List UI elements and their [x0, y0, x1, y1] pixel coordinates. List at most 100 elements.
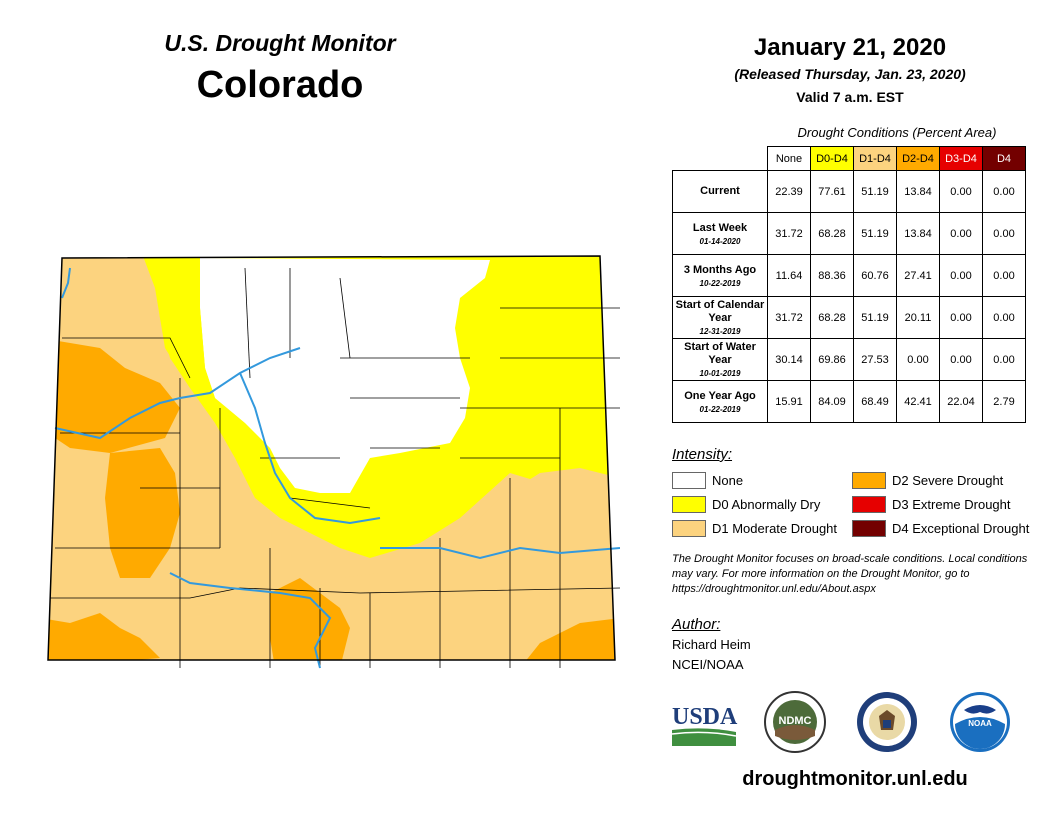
table-header-row: None D0-D4 D1-D4 D2-D4 D3-D4 D4: [673, 146, 1026, 171]
colorado-drought-map: [47, 255, 620, 669]
table-cell: 13.84: [896, 170, 940, 213]
row-label: Start of Water Year 10-01-2019: [672, 338, 768, 381]
table-row: 3 Months Ago 10-22-2019 11.64 88.36 60.76…: [672, 254, 1026, 297]
commerce-seal-icon: [857, 692, 917, 752]
legend-item-none: None: [672, 472, 743, 489]
usda-logo: USDA: [671, 704, 738, 746]
table-cell: 15.91: [767, 380, 811, 423]
legend-swatch: [672, 496, 706, 513]
header-blank-cell: [673, 147, 768, 171]
table-cell: 2.79: [982, 380, 1026, 423]
legend-label: D4 Exceptional Drought: [892, 521, 1030, 536]
legend-label: None: [712, 473, 744, 488]
table-cell: 0.00: [982, 254, 1026, 297]
state-title: Colorado: [196, 64, 364, 106]
legend-item-d4: D4 Exceptional Drought: [852, 520, 1029, 537]
conditions-caption: Drought Conditions (Percent Area): [797, 125, 997, 140]
legend-swatch: [672, 520, 706, 537]
table-cell: 0.00: [982, 170, 1026, 213]
table-cell: 13.84: [896, 212, 940, 255]
table-row: Start of Calendar Year 12-31-2019 31.72 6…: [672, 296, 1026, 339]
col-d0-d4: D0-D4: [810, 146, 854, 171]
state-border: [47, 255, 616, 661]
table-cell: 0.00: [896, 338, 940, 381]
author-title: Author:: [672, 616, 721, 633]
legend-title: Intensity:: [672, 446, 733, 463]
map-date: January 21, 2020: [753, 34, 947, 61]
legend-label: D2 Severe Drought: [892, 473, 1004, 488]
row-label: Start of Calendar Year 12-31-2019: [672, 296, 768, 339]
d2-region-west: [105, 448, 180, 578]
drought-conditions-table: None D0-D4 D1-D4 D2-D4 D3-D4 D4 Current …: [672, 146, 1026, 423]
table-cell: 22.04: [939, 380, 983, 423]
table-cell: 31.72: [767, 296, 811, 339]
noaa-logo-text: NOAA: [968, 719, 992, 728]
table-cell: 27.53: [853, 338, 897, 381]
author-org: NCEI/NOAA: [672, 657, 744, 672]
table-cell: 22.39: [767, 170, 811, 213]
noaa-logo: NOAA: [950, 692, 1010, 752]
ndmc-logo-text: NDMC: [779, 715, 812, 727]
table-row: One Year Ago 01-22-2019 15.91 84.09 68.49…: [672, 380, 1026, 423]
legend-swatch: [672, 472, 706, 489]
legend-label: D0 Abnormally Dry: [712, 497, 821, 512]
table-cell: 0.00: [939, 170, 983, 213]
row-label: Current: [672, 170, 768, 213]
table-cell: 68.28: [810, 296, 854, 339]
usda-logo-text: USDA: [672, 704, 738, 730]
col-d2-d4: D2-D4: [896, 146, 940, 171]
website-link[interactable]: droughtmonitor.unl.edu: [742, 768, 968, 790]
table-cell: 60.76: [853, 254, 897, 297]
legend-swatch: [852, 496, 886, 513]
col-d4: D4: [982, 146, 1026, 171]
valid-time: Valid 7 a.m. EST: [796, 89, 904, 105]
table-cell: 27.41: [896, 254, 940, 297]
d2-region-northwest: [48, 338, 180, 453]
table-cell: 31.72: [767, 212, 811, 255]
table-cell: 20.11: [896, 296, 940, 339]
ndmc-logo: NDMC: [764, 691, 826, 753]
none-region: [200, 258, 490, 493]
legend-item-d0: D0 Abnormally Dry: [672, 496, 820, 513]
d2-region-southwest: [48, 613, 160, 660]
legend-label: D3 Extreme Drought: [892, 497, 1011, 512]
table-row: Current 22.39 77.61 51.19 13.84 0.00 0.0…: [672, 170, 1026, 213]
table-cell: 0.00: [982, 296, 1026, 339]
d2-region-southeast: [520, 618, 615, 660]
release-date: (Released Thursday, Jan. 23, 2020): [734, 66, 966, 82]
d2-region-south: [270, 578, 350, 660]
table-cell: 69.86: [810, 338, 854, 381]
table-cell: 84.09: [810, 380, 854, 423]
table-row: Last Week 01-14-2020 31.72 68.28 51.19 13…: [672, 212, 1026, 255]
legend-item-d2: D2 Severe Drought: [852, 472, 1003, 489]
row-label: 3 Months Ago 10-22-2019: [672, 254, 768, 297]
table-cell: 0.00: [939, 338, 983, 381]
table-cell: 88.36: [810, 254, 854, 297]
col-d3-d4: D3-D4: [939, 146, 983, 171]
table-cell: 77.61: [810, 170, 854, 213]
table-cell: 68.28: [810, 212, 854, 255]
table-cell: 11.64: [767, 254, 811, 297]
col-none: None: [767, 146, 811, 171]
legend-label: D1 Moderate Drought: [712, 521, 838, 536]
table-row: Start of Water Year 10-01-2019 30.14 69.8…: [672, 338, 1026, 381]
disclaimer-note: The Drought Monitor focuses on broad-sca…: [672, 553, 1028, 595]
legend-item-d3: D3 Extreme Drought: [852, 496, 1011, 513]
col-d1-d4: D1-D4: [853, 146, 897, 171]
row-label: Last Week 01-14-2020: [672, 212, 768, 255]
legend-swatch: [852, 520, 886, 537]
legend-swatch: [852, 472, 886, 489]
rivers: [54, 267, 620, 669]
table-cell: 42.41: [896, 380, 940, 423]
table-cell: 51.19: [853, 212, 897, 255]
table-cell: 0.00: [939, 254, 983, 297]
table-cell: 30.14: [767, 338, 811, 381]
legend-item-d1: D1 Moderate Drought: [672, 520, 837, 537]
table-cell: 0.00: [939, 296, 983, 339]
row-label: One Year Ago 01-22-2019: [672, 380, 768, 423]
author-name: Richard Heim: [672, 637, 751, 652]
table-cell: 68.49: [853, 380, 897, 423]
table-cell: 0.00: [982, 338, 1026, 381]
table-cell: 51.19: [853, 170, 897, 213]
table-cell: 0.00: [939, 212, 983, 255]
